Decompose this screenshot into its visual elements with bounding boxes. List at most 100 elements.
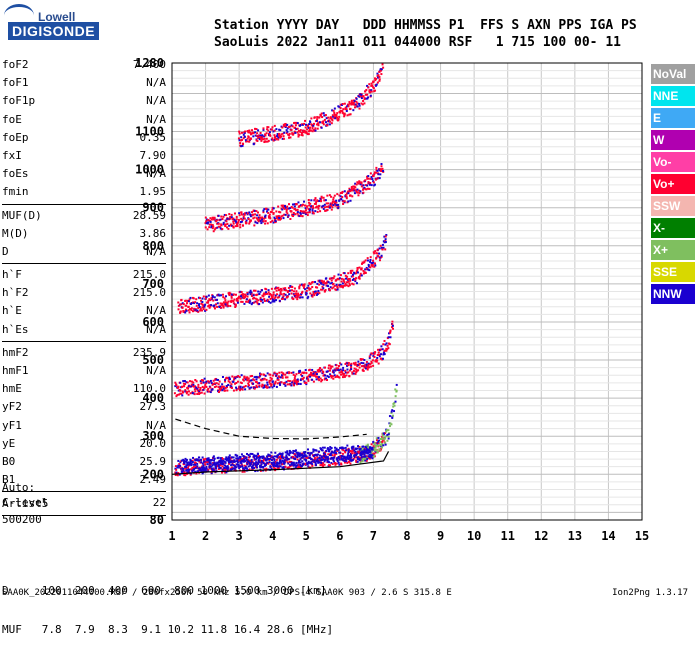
y-tick-label: 800: [142, 239, 164, 253]
echo-point: [307, 287, 310, 290]
echo-point: [307, 465, 310, 468]
echo-point: [240, 374, 243, 377]
echo-point: [340, 277, 343, 280]
echo-point: [348, 460, 351, 463]
echo-point: [377, 173, 380, 176]
param-value: N/A: [146, 167, 166, 181]
echo-point: [361, 458, 364, 461]
echo-point: [316, 456, 319, 459]
echo-point: [231, 468, 234, 471]
echo-point: [356, 456, 359, 459]
x-tick-label: 6: [336, 529, 343, 543]
echo-point: [248, 379, 251, 382]
echo-point: [308, 211, 311, 214]
echo-point: [278, 128, 281, 131]
echo-point: [325, 455, 328, 458]
echo-point: [362, 455, 365, 458]
echo-point: [366, 364, 369, 367]
echo-point: [190, 383, 193, 386]
echo-point: [343, 201, 346, 204]
echo-point: [350, 368, 353, 371]
echo-point: [262, 295, 265, 298]
echo-point: [185, 464, 188, 467]
echo-point: [281, 459, 284, 462]
echo-point: [335, 288, 338, 291]
echo-point: [245, 376, 248, 379]
echo-point: [363, 453, 366, 456]
echo-point: [224, 304, 227, 307]
echo-point: [196, 465, 199, 468]
echo-point: [342, 369, 345, 372]
echo-point: [307, 295, 310, 298]
echo-point: [181, 390, 184, 393]
echo-point: [262, 220, 265, 223]
echo-point: [298, 452, 301, 455]
echo-point: [303, 200, 306, 203]
echo-point: [204, 303, 207, 306]
echo-point: [259, 220, 262, 223]
x-tick-label: 5: [303, 529, 310, 543]
echo-point: [371, 446, 374, 449]
echo-point: [247, 300, 250, 303]
param-row: foF2 7.400: [2, 56, 166, 74]
echo-point: [363, 366, 366, 369]
echo-point: [375, 77, 378, 80]
echo-point: [276, 456, 279, 459]
echo-point: [183, 461, 186, 464]
echo-point: [343, 450, 346, 453]
echo-point: [262, 386, 265, 389]
echo-point: [215, 385, 218, 388]
echo-point: [254, 131, 257, 134]
echo-point: [214, 463, 217, 466]
echo-point: [282, 217, 285, 220]
echo-point: [330, 376, 333, 379]
echo-point: [241, 300, 244, 303]
echo-point: [356, 365, 359, 368]
echo-point: [267, 291, 270, 294]
echo-point: [230, 293, 233, 296]
echo-point: [225, 214, 228, 217]
echo-point: [351, 371, 354, 374]
echo-point: [179, 392, 182, 395]
echo-point: [223, 466, 226, 469]
echo-point: [214, 465, 217, 468]
echo-point: [327, 116, 330, 119]
echo-point: [314, 461, 317, 464]
echo-point: [266, 126, 269, 129]
echo-point: [323, 460, 326, 463]
echo-point: [375, 171, 378, 174]
echo-point: [325, 377, 328, 380]
echo-point: [194, 463, 197, 466]
echo-point: [367, 451, 370, 454]
echo-point: [201, 462, 204, 465]
echo-point: [317, 368, 320, 371]
echo-point: [263, 299, 266, 302]
param-value: N/A: [146, 244, 166, 258]
echo-point: [194, 379, 197, 382]
echo-point: [382, 444, 385, 447]
echo-point: [206, 228, 209, 231]
echo-point: [314, 120, 317, 123]
echo-point: [320, 200, 323, 203]
echo-point: [342, 279, 345, 282]
echo-point: [273, 463, 276, 466]
echo-point: [184, 311, 187, 314]
echo-point: [309, 287, 312, 290]
echo-point: [225, 220, 228, 223]
echo-point: [278, 382, 281, 385]
echo-point: [258, 457, 261, 460]
echo-point: [243, 464, 246, 467]
echo-point: [227, 456, 230, 459]
echo-point: [259, 131, 262, 134]
echo-point: [248, 291, 251, 294]
echo-point: [249, 375, 252, 378]
echo-point: [190, 307, 193, 310]
echo-point: [211, 464, 214, 467]
echo-point: [320, 288, 323, 291]
echo-point: [256, 217, 259, 220]
echo-point: [318, 280, 321, 283]
echo-point: [320, 461, 323, 464]
y-tick-label: 600: [142, 315, 164, 329]
x-tick-label: 13: [568, 529, 582, 543]
echo-point: [354, 450, 357, 453]
